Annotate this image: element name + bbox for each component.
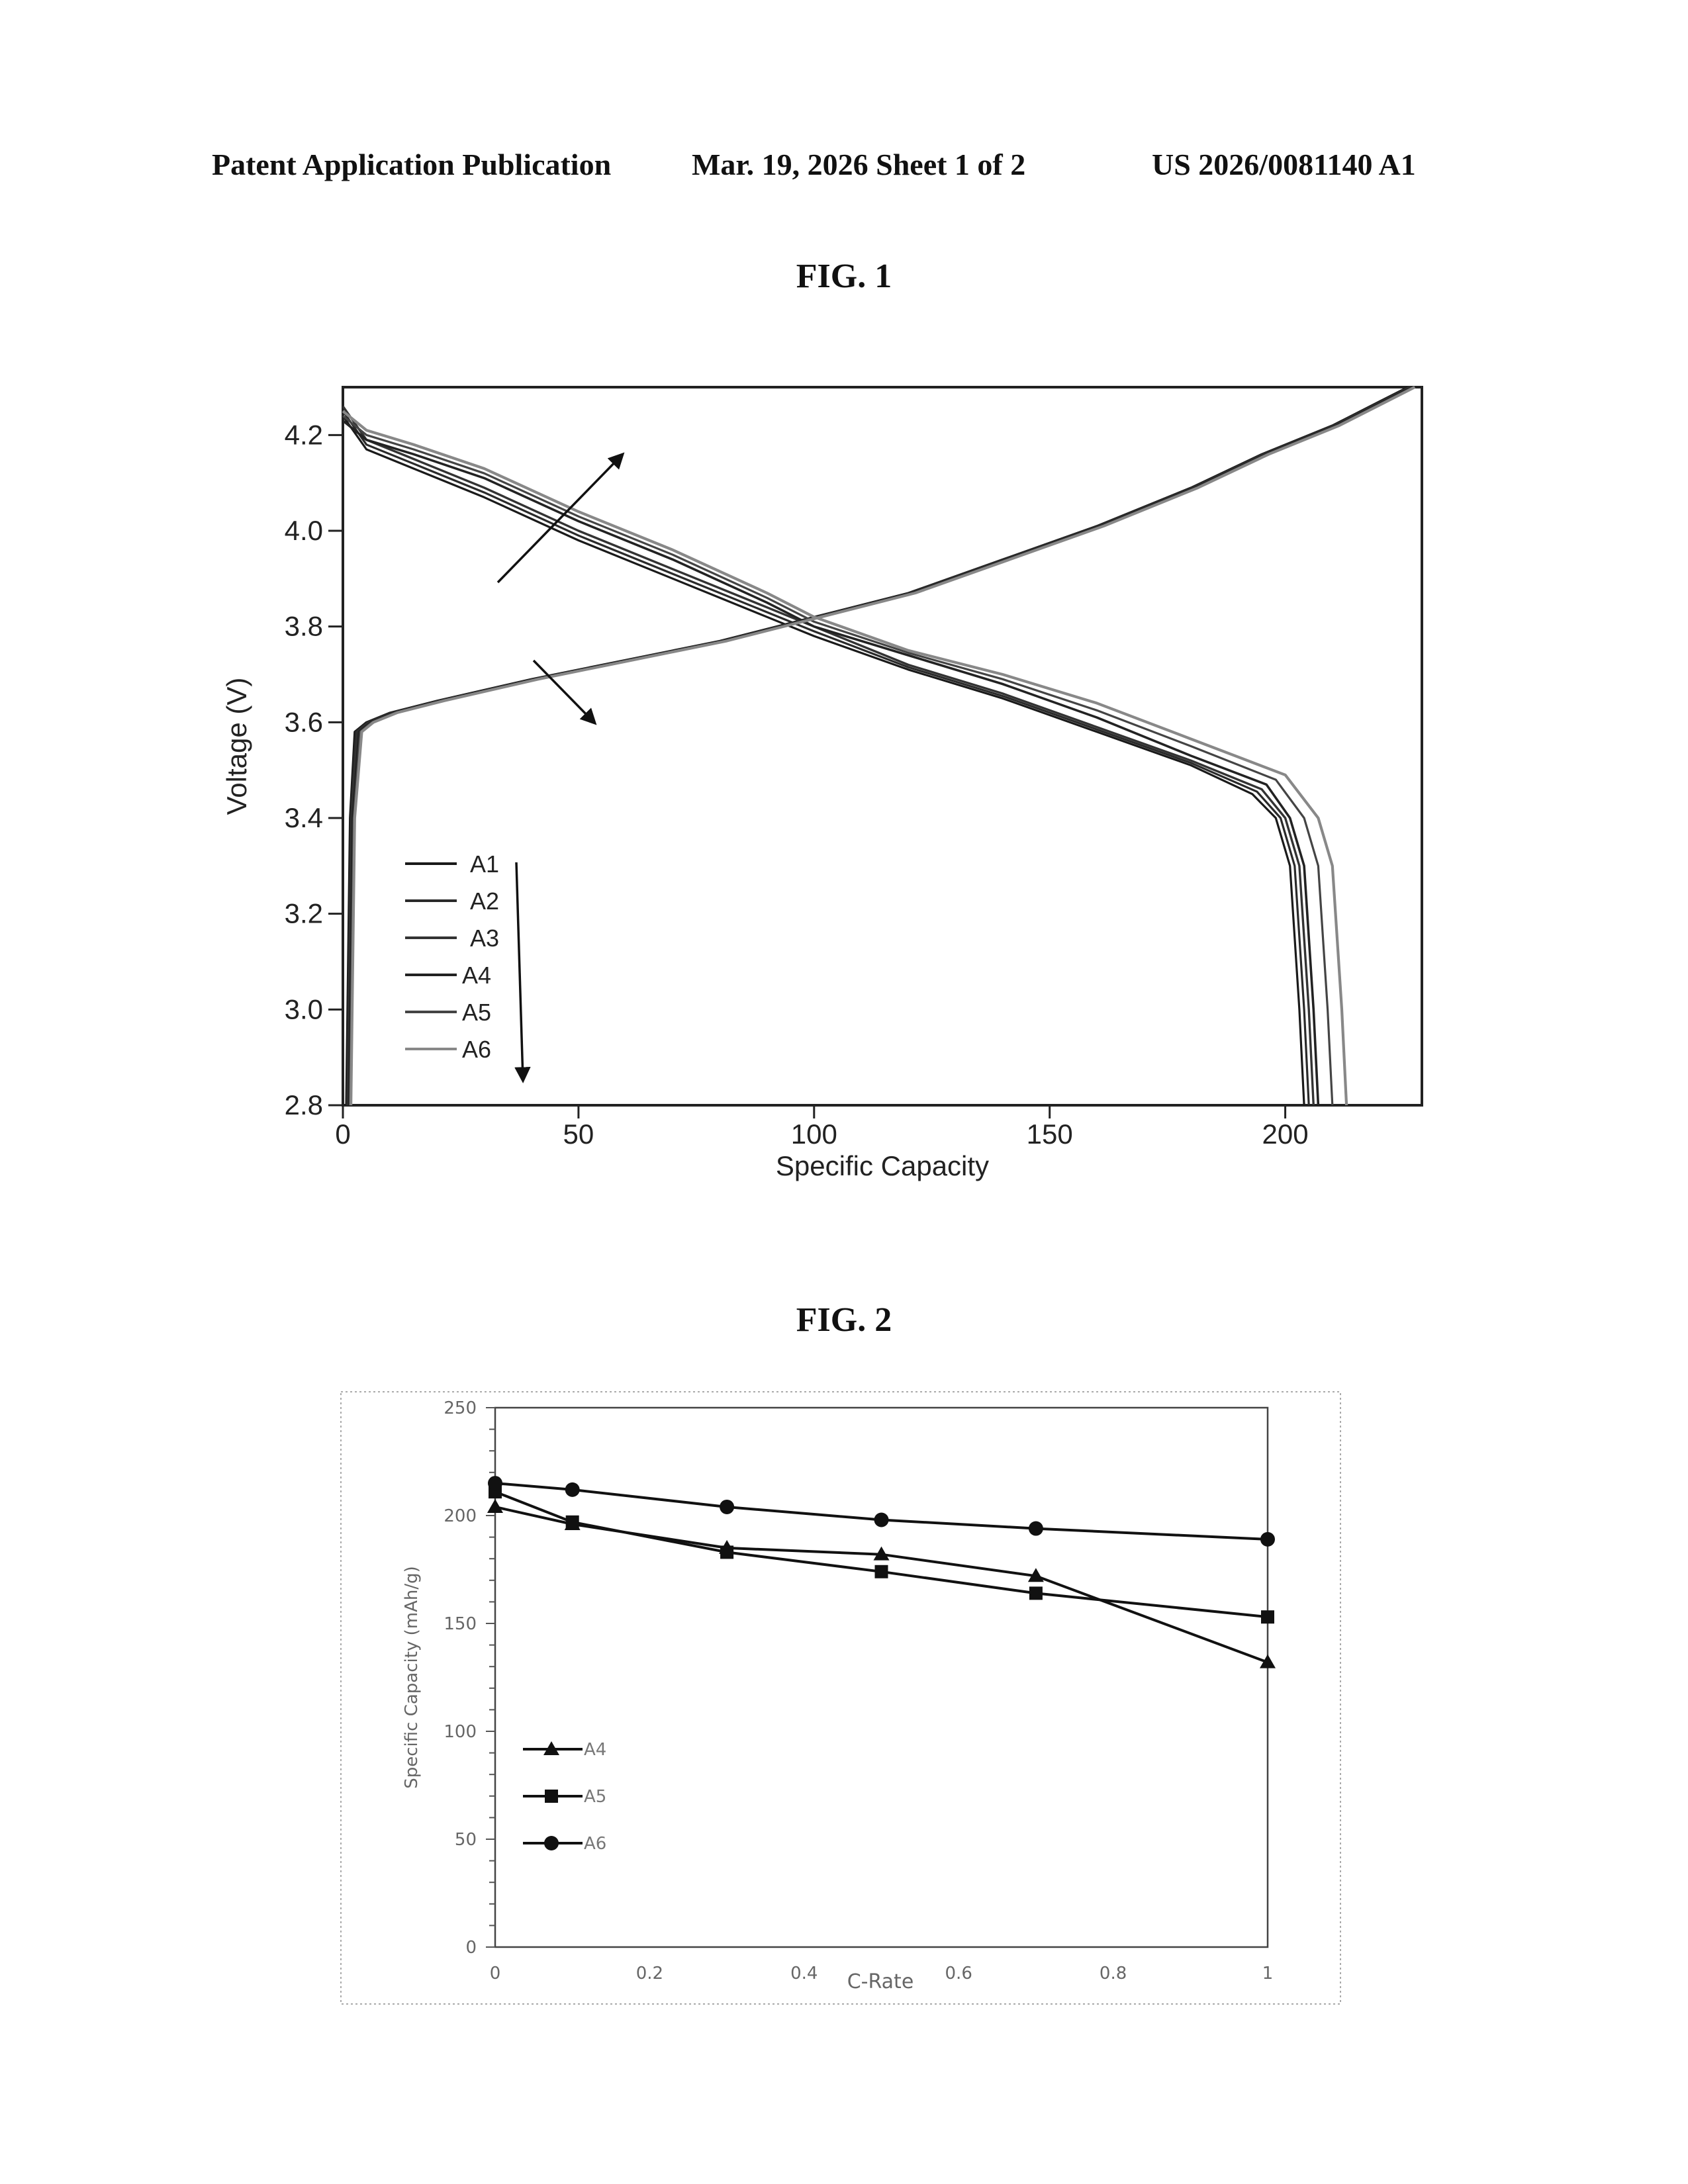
fig2-a6-point	[874, 1512, 889, 1527]
fig2-a5-point	[1261, 1610, 1274, 1624]
fig2-a5-point	[720, 1545, 734, 1559]
fig2-y-tick-label: 50	[455, 1830, 477, 1850]
fig1-y-tick-label: 4.0	[285, 515, 323, 546]
header-patent-number: US 2026/0081140 A1	[1152, 148, 1416, 181]
fig2-y-tick-label: 200	[444, 1506, 477, 1526]
fig1-x-tick-label: 200	[1262, 1118, 1309, 1150]
fig1-a2-discharge-curve	[342, 410, 1310, 1106]
fig2-a6-point	[720, 1499, 735, 1514]
fig1-a1-discharge-curve	[342, 415, 1305, 1106]
fig2-legend-marker	[545, 1790, 558, 1803]
fig1-y-tick-label: 3.2	[285, 898, 323, 929]
fig2-x-tick-label: 0	[490, 1964, 501, 1983]
fig2-a4-point	[1260, 1654, 1276, 1668]
fig2-a5-point	[1029, 1586, 1043, 1600]
fig2-a5-point	[874, 1565, 888, 1578]
fig1-a4-discharge-curve	[342, 420, 1320, 1106]
fig1-y-tick-label: 3.8	[285, 611, 323, 642]
fig2-legend-label: A5	[584, 1787, 606, 1807]
fig2-y-tick-label: 150	[444, 1614, 477, 1634]
fig2-x-tick-label: 1	[1262, 1964, 1274, 1983]
fig2-x-tick-label: 0.6	[945, 1964, 972, 1983]
fig2-plot-frame	[494, 1406, 1269, 1948]
fig1-y-tick-label: 3.6	[285, 706, 323, 737]
fig2-x-axis-label: C-Rate	[847, 1970, 914, 1993]
fig2-a4-point	[487, 1498, 503, 1513]
fig1-legend-label: A4	[462, 962, 491, 989]
fig1-a5-discharge-curve	[342, 415, 1334, 1106]
fig1-a3-discharge-curve	[342, 405, 1315, 1106]
fig1-legend-label: A5	[462, 999, 491, 1026]
fig2-a6-point	[1260, 1531, 1275, 1547]
fig2-legend-label: A6	[584, 1834, 606, 1854]
fig1-y-tick-label: 3.4	[285, 802, 323, 833]
fig1-y-tick-label: 3.0	[285, 993, 323, 1024]
fig2-x-tick-label: 0.4	[790, 1964, 818, 1983]
fig1-legend-label: A2	[470, 887, 499, 915]
fig2-legend-marker	[544, 1836, 559, 1850]
fig2-legend-marker	[543, 1741, 559, 1755]
fig2-y-axis-label: Specific Capacity (mAh/g)	[402, 1566, 422, 1789]
fig2-y-tick-label: 0	[465, 1938, 477, 1958]
fig1-y-axis-label: Voltage (V)	[221, 678, 252, 815]
fig1-plot-frame	[342, 386, 1423, 1107]
fig2-a5-point	[565, 1515, 579, 1529]
fig1-x-tick-label: 100	[791, 1118, 837, 1150]
fig1-arrow-charge-trend	[532, 659, 597, 725]
fig1-x-axis-label: Specific Capacity	[776, 1150, 989, 1181]
fig2-a6-point	[565, 1482, 580, 1497]
fig2-y-tick-label: 250	[444, 1398, 477, 1418]
fig2-a6-line	[494, 1482, 1268, 1541]
fig2-a4-line	[494, 1506, 1268, 1664]
fig1-a6-discharge-curve	[342, 410, 1348, 1106]
fig1-x-tick-label: 150	[1027, 1118, 1073, 1150]
fig1-arrow-legend-order	[514, 862, 531, 1083]
fig2-x-tick-label: 0.8	[1100, 1964, 1127, 1983]
fig2-legend-label: A4	[584, 1740, 606, 1760]
fig1-legend-label: A3	[470, 925, 499, 952]
header-date-sheet: Mar. 19, 2026 Sheet 1 of 2	[692, 148, 1026, 181]
fig2-label: FIG. 2	[796, 1301, 892, 1339]
fig1-x-tick-label: 50	[563, 1118, 594, 1150]
fig1-legend-label: A6	[462, 1036, 491, 1063]
fig1-arrow-discharge-trend	[496, 452, 625, 584]
fig1-a6-charge-curve	[350, 386, 1416, 1106]
fig2-a4-point	[1027, 1568, 1044, 1582]
fig2-a6-point	[1028, 1521, 1043, 1536]
fig1-label: FIG. 1	[796, 257, 892, 295]
fig1-x-tick-label: 0	[335, 1118, 350, 1150]
fig1-legend-label: A1	[470, 850, 499, 878]
fig1-y-tick-label: 4.2	[285, 419, 323, 450]
fig2-y-tick-label: 100	[444, 1722, 477, 1742]
fig2-a6-point	[488, 1476, 502, 1491]
fig1-y-tick-label: 2.8	[285, 1089, 323, 1120]
fig2-x-tick-label: 0.2	[636, 1964, 663, 1983]
header-publication: Patent Application Publication	[212, 148, 612, 181]
fig2-a4-point	[873, 1546, 890, 1561]
fig2-a5-line	[494, 1490, 1268, 1619]
